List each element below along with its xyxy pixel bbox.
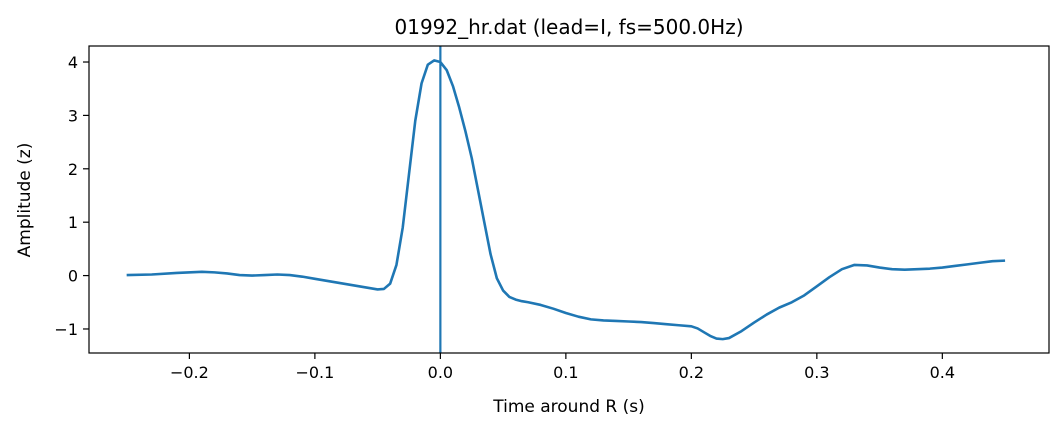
y-tick-label: 4 xyxy=(68,53,78,72)
plot-area xyxy=(126,46,1006,353)
x-tick-label: 0.2 xyxy=(679,363,704,382)
y-axis-label: Amplitude (z) xyxy=(15,143,35,258)
series-line-0 xyxy=(126,59,1006,341)
x-tick-label: 0.1 xyxy=(553,363,578,382)
y-tick-label: −1 xyxy=(54,320,78,339)
x-axis: −0.2 −0.1 0.0 0.1 0.2 0.3 0.4 xyxy=(170,353,955,382)
x-tick-label: 0.3 xyxy=(804,363,829,382)
y-tick-label: 1 xyxy=(68,213,78,232)
y-tick-label: 2 xyxy=(68,160,78,179)
y-tick-label: 0 xyxy=(68,267,78,286)
chart-title: 01992_hr.dat (lead=I, fs=500.0Hz) xyxy=(395,15,744,39)
x-tick-label: −0.1 xyxy=(295,363,334,382)
x-tick-label: −0.2 xyxy=(170,363,209,382)
x-tick-label: 0.4 xyxy=(930,363,955,382)
x-tick-label: 0.0 xyxy=(428,363,453,382)
y-tick-label: 3 xyxy=(68,106,78,125)
y-axis: −1 0 1 2 3 4 xyxy=(54,53,89,339)
x-axis-label: Time around R (s) xyxy=(492,397,645,417)
axes-frame xyxy=(88,45,1050,354)
